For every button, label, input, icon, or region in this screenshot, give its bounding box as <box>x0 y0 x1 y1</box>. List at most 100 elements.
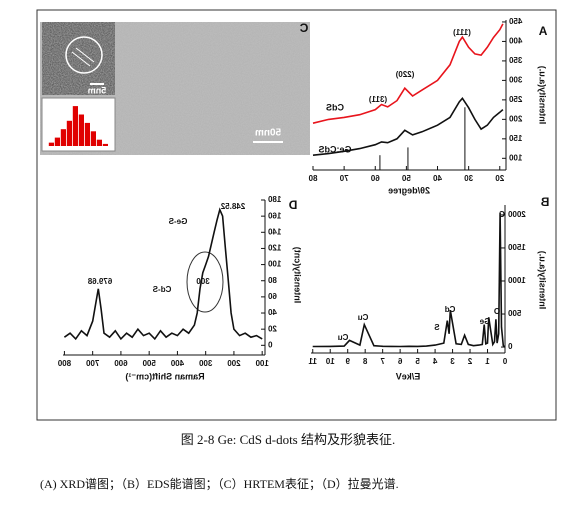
y-tick-label: 60 <box>267 292 276 301</box>
histogram-inset <box>41 97 116 152</box>
panel-label: C <box>299 21 308 35</box>
annotation: Cd-S <box>152 285 171 294</box>
data-line <box>63 207 263 341</box>
histogram-bar <box>96 139 102 146</box>
figure: 5nm 50nm C 20304050607080100150200250300… <box>40 17 549 381</box>
annotation: Cu <box>358 313 369 322</box>
scale-label: 50nm <box>255 128 281 139</box>
y-tick-label: 100 <box>267 260 281 269</box>
x-tick-label: 9 <box>345 357 350 366</box>
panel-label: B <box>540 195 549 209</box>
x-tick-label: 500 <box>142 359 156 368</box>
annotation: Cu <box>338 333 349 342</box>
annotation: (311) <box>369 95 388 104</box>
hrtem-texture <box>42 22 115 95</box>
annotation: O <box>494 307 500 316</box>
y-tick-label: 450 <box>508 17 522 26</box>
figure-frame <box>36 9 557 421</box>
scale-label: 5nm <box>88 85 107 95</box>
histogram-bar <box>60 129 66 146</box>
y-axis-label: Intensity(cnt) <box>293 247 303 304</box>
panel-label: D <box>288 198 297 212</box>
annotation: Ge-S <box>168 217 187 226</box>
particle-circle <box>65 36 103 74</box>
data-line <box>312 96 504 156</box>
x-tick-label: 700 <box>85 359 99 368</box>
x-tick-label: 40 <box>433 174 442 183</box>
y-tick-label: 120 <box>267 244 281 253</box>
x-tick-label: 4 <box>432 357 437 366</box>
caption-text: (A) XRD谱图；（B）EDS能谱图；（C）HRTEM表征；（D）拉曼光谱. <box>40 476 399 491</box>
lattice-line <box>71 51 91 67</box>
panel-label: A <box>538 24 547 38</box>
annotation: Cd <box>445 305 456 314</box>
series-label: CdS <box>326 102 344 112</box>
x-tick-label: 1 <box>485 357 490 366</box>
y-tick-label: 400 <box>508 37 522 46</box>
annotation: (111) <box>453 28 471 37</box>
y-tick-label: 0 <box>267 340 272 349</box>
y-axis-label: Intensity(a.u.) <box>538 251 548 310</box>
y-tick-label: 300 <box>508 75 522 84</box>
x-tick-label: 6 <box>397 357 402 366</box>
lattice-line <box>75 47 95 63</box>
y-tick-label: 350 <box>508 56 522 65</box>
x-tick-label: 80 <box>308 174 317 183</box>
x-tick-label: 70 <box>339 174 348 183</box>
y-tick-label: 0 <box>507 342 512 351</box>
annotation: 248.52 <box>220 202 245 211</box>
x-tick-label: 600 <box>114 359 128 368</box>
x-tick-label: 100 <box>255 359 269 368</box>
x-tick-label: 800 <box>57 359 71 368</box>
x-tick-label: 11 <box>308 357 317 366</box>
annotation: 679.68 <box>87 277 112 286</box>
x-axis-label: 2θ/degree <box>388 185 430 195</box>
data-line <box>312 212 506 348</box>
histogram-bar <box>66 120 72 146</box>
y-tick-label: 150 <box>508 134 522 143</box>
y-axis-label: Intensity(a.u.) <box>538 66 548 125</box>
x-tick-label: 20 <box>495 174 504 183</box>
y-tick-label: 250 <box>508 95 522 104</box>
x-tick-label: 30 <box>464 174 473 183</box>
x-tick-label: 300 <box>198 359 212 368</box>
series-label: Ge:CdS <box>318 144 351 154</box>
y-tick-label: 1000 <box>507 276 525 285</box>
y-tick-label: 500 <box>507 309 521 318</box>
annotation: S <box>434 323 440 332</box>
caption-title: 图 2-8 Ge: CdS d-dots 结构及形貌表征. <box>181 432 396 447</box>
y-tick-label: 140 <box>267 227 281 236</box>
x-axis-label: Raman Shift(cm⁻¹) <box>125 371 204 381</box>
annotation: 300 <box>196 277 210 286</box>
histogram-bar <box>90 131 96 146</box>
histogram-bar <box>72 106 78 146</box>
x-tick-label: 5 <box>415 357 420 366</box>
histogram-bar <box>54 137 60 146</box>
histogram-bar <box>102 143 108 146</box>
y-tick-label: 100 <box>508 153 522 162</box>
y-tick-label: 2000 <box>507 210 525 219</box>
highlight-ellipse <box>186 251 224 313</box>
histogram-bar <box>78 114 84 146</box>
x-tick-label: 60 <box>370 174 379 183</box>
x-tick-label: 200 <box>227 359 241 368</box>
y-tick-label: 20 <box>267 324 276 333</box>
y-tick-label: 80 <box>267 276 276 285</box>
x-tick-label: 2 <box>467 357 472 366</box>
x-tick-label: 8 <box>362 357 367 366</box>
annotation: C <box>499 210 505 219</box>
annotation: (220) <box>395 70 414 79</box>
x-tick-label: 10 <box>325 357 334 366</box>
y-tick-label: 160 <box>267 211 281 220</box>
y-tick-label: 200 <box>508 114 522 123</box>
x-tick-label: 3 <box>450 357 455 366</box>
histogram-bar <box>48 142 54 146</box>
x-axis-label: E/keV <box>396 371 421 381</box>
x-tick-label: 50 <box>401 174 410 183</box>
x-tick-label: 7 <box>380 357 385 366</box>
x-tick-label: 400 <box>170 359 184 368</box>
y-tick-label: 180 <box>267 195 281 204</box>
data-line <box>312 23 504 124</box>
histogram-bar <box>84 122 90 146</box>
